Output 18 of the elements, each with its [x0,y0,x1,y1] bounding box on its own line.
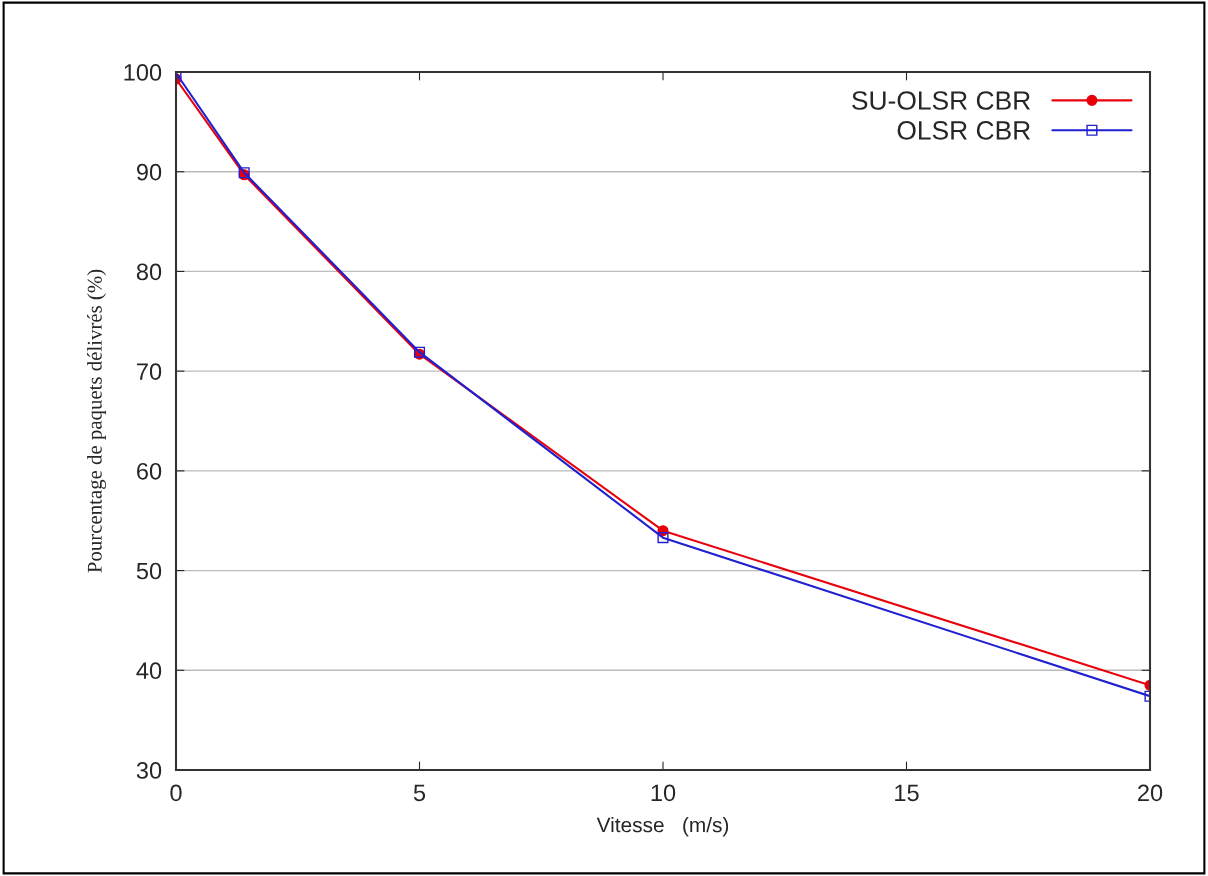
x-axis-title: Vitesse (m/s) [596,817,729,837]
legend-label: SU-OLSR CBR [852,91,1031,110]
y-tick-label: 50 [136,562,162,580]
y-tick-label: 100 [124,64,162,81]
y-tick-label: 30 [136,762,162,779]
y-tick-label: 70 [137,363,162,380]
legend-label: OLSR CBR [897,121,1031,140]
y-tick-label: 80 [136,263,162,281]
x-tick-label: 0 [170,784,182,802]
x-tick-label: 10 [651,784,676,802]
y-axis-title: Pourcentage de paquets délivrés (%) [87,269,107,573]
x-tick-label: 15 [895,784,919,802]
point [657,532,669,544]
x-tick-label: 20 [1138,784,1163,802]
y-tick-label: 90 [136,163,162,181]
x-tick-label: 5 [413,784,426,802]
y-tick-label: 40 [136,662,162,680]
y-tick-label: 60 [137,462,162,480]
